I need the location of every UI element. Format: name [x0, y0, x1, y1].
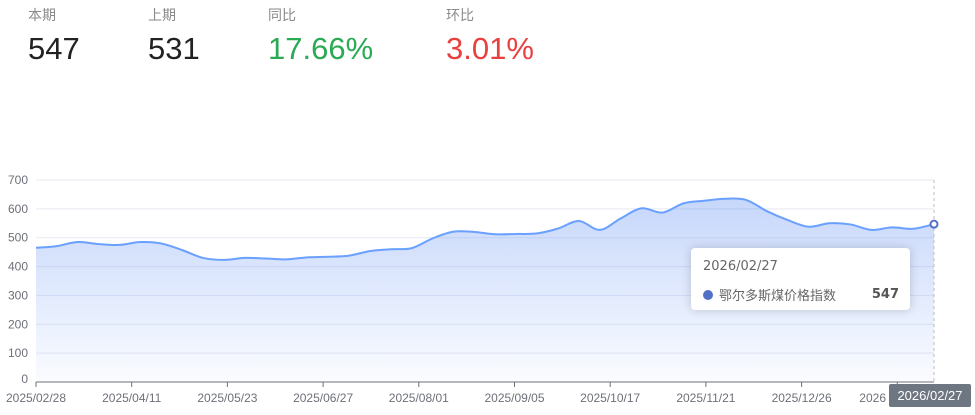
x-tick-label: 2025/12/26 [772, 391, 832, 405]
stat-label: 上期 [148, 8, 176, 24]
y-tick-label: 100 [8, 346, 28, 360]
x-tick-label: 2026 [859, 391, 886, 405]
stat-value: 531 [148, 31, 200, 66]
stat-yoy: 同比 17.66% [268, 8, 373, 66]
x-tick-label: 2025/06/27 [293, 391, 353, 405]
series-line [35, 197, 935, 261]
stat-label: 环比 [446, 8, 474, 24]
tooltip-value: 547 [871, 287, 899, 302]
stat-label: 同比 [268, 8, 296, 24]
x-tick-label: 2025/11/21 [676, 391, 735, 405]
hover-point[interactable] [929, 219, 939, 229]
series-marker-icon [703, 289, 713, 300]
stat-previous: 上期 531 [148, 8, 200, 66]
x-tick-label: 2025/05/23 [197, 391, 257, 405]
axis-pointer-label: 2026/02/27 [889, 384, 971, 407]
stat-mom: 环比 3.01% [446, 8, 534, 66]
y-tick-label: 300 [8, 288, 28, 302]
y-tick-label: 500 [8, 231, 28, 245]
y-tick-label: 600 [8, 202, 28, 216]
tooltip-row: 鄂尔多斯煤价格指数 547 [703, 285, 899, 304]
x-tick-label: 2025/09/05 [484, 391, 544, 405]
y-tick-label: 0 [21, 372, 28, 386]
tooltip-series-name: 鄂尔多斯煤价格指数 [719, 289, 837, 304]
stat-current: 本期 547 [28, 8, 80, 66]
tooltip-date: 2026/02/27 [703, 259, 778, 274]
stat-label: 本期 [28, 8, 56, 24]
stat-value: 3.01% [446, 31, 534, 66]
stat-value: 17.66% [268, 31, 374, 66]
y-tick-label: 200 [8, 317, 28, 331]
series-area [36, 198, 934, 382]
y-tick-label: 400 [8, 260, 28, 274]
tooltip: 2026/02/27 鄂尔多斯煤价格指数 547 [691, 248, 910, 310]
x-tick-label: 2025/02/28 [6, 391, 66, 405]
stat-value: 547 [28, 31, 80, 66]
x-tick-label: 2025/10/17 [580, 391, 640, 405]
y-tick-label: 700 [8, 173, 28, 187]
x-tick-label: 2025/04/11 [102, 391, 161, 405]
x-tick-label: 2025/08/01 [389, 391, 449, 405]
